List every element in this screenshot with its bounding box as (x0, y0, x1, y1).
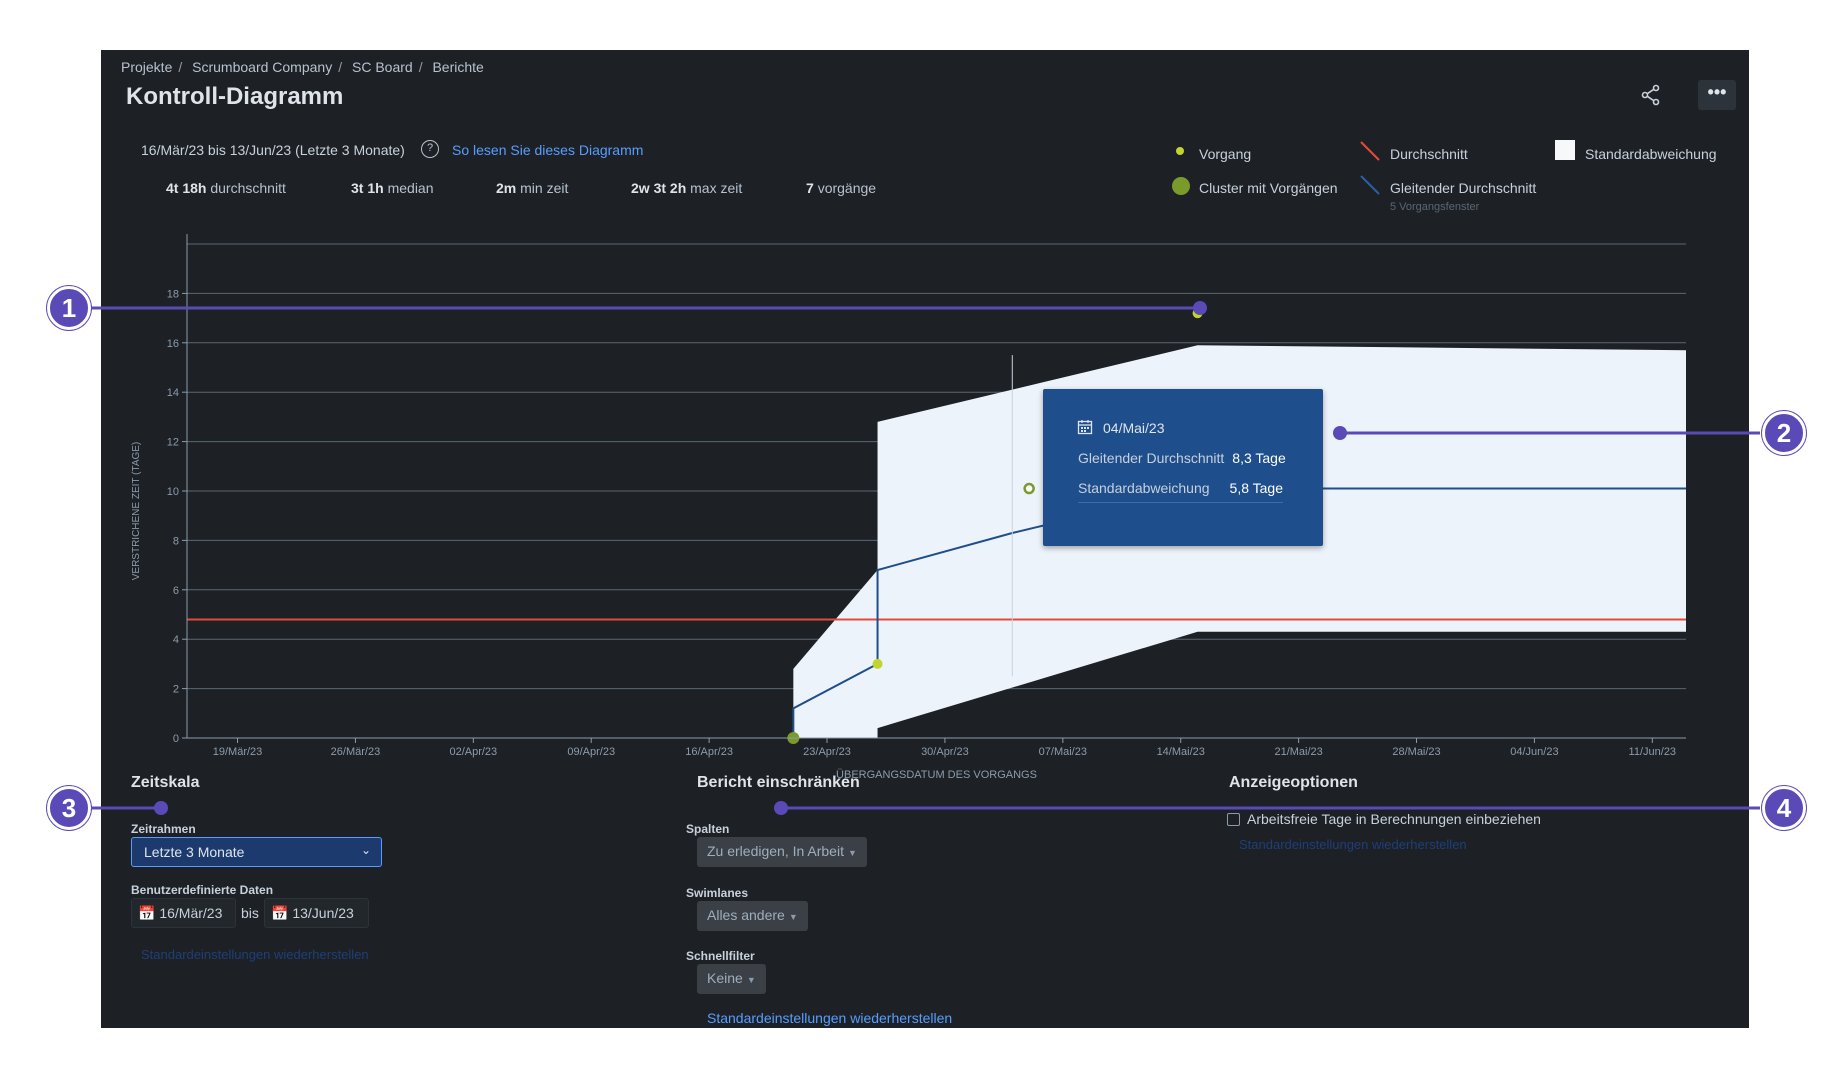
y-tick-label: 12 (167, 437, 179, 449)
page-title: Kontroll-Diagramm (126, 83, 344, 110)
x-tick-label: 09/Apr/23 (567, 746, 615, 758)
legend-rolling-icon (1360, 175, 1380, 195)
question-circle-icon[interactable]: ? (421, 140, 439, 158)
schnellfilter-dropdown[interactable]: Keine ▼ (697, 964, 766, 994)
chevron-down-icon: ▼ (746, 975, 756, 985)
breadcrumb: Projekte / Scrumboard Company / SC Board / … (121, 59, 484, 75)
custom-dates-label: Benutzerdefinierte Daten (131, 883, 274, 897)
nonworking-days-label[interactable]: Arbeitsfreie Tage in Berechnungen einbez… (1247, 811, 1541, 827)
x-tick-label: 07/Mai/23 (1039, 746, 1087, 758)
chart-tooltip: 04/Mai/23 Gleitender Durchschnitt 8,3 Tag… (1043, 389, 1323, 546)
zeitrahmen-label: Zeitrahmen (131, 822, 196, 836)
schnellfilter-label: Schnellfilter (686, 949, 755, 963)
stat-median: 3t 1h median (351, 180, 434, 196)
callout-badge-4: 4 (1762, 786, 1806, 830)
x-tick-label: 23/Apr/23 (803, 746, 851, 758)
stat-max: 2w 3t 2h max zeit (631, 180, 743, 196)
x-axis-label: ÜBERGANGSDATUM DES VORGANGS (836, 769, 1037, 781)
spalten-dropdown[interactable]: Zu erledigen, In Arbeit ▼ (697, 837, 867, 867)
legend-cluster-icon (1172, 177, 1190, 195)
x-tick-label: 11/Jun/23 (1629, 746, 1677, 758)
legend-issue-icon (1176, 147, 1184, 155)
swimlanes-label: Swimlanes (686, 886, 749, 900)
calendar-icon: 📅 (271, 905, 289, 921)
y-tick-label: 6 (173, 585, 179, 597)
chevron-down-icon: ▼ (847, 848, 857, 858)
stat-min: 2m min zeit (496, 180, 569, 196)
to-date-field[interactable]: 📅 13/Jun/23 (264, 898, 369, 928)
callout-badge-1: 1 (47, 286, 91, 330)
x-tick-label: 19/Mär/23 (213, 746, 263, 758)
breadcrumb-board[interactable]: SC Board (351, 59, 413, 75)
zeitskala-restore-link[interactable]: Standardeinstellungen wiederherstellen (141, 947, 369, 962)
legend-average-icon (1360, 141, 1380, 161)
legend-cluster[interactable]: Cluster mit Vorgängen (1199, 180, 1338, 196)
calendar-icon (1077, 419, 1093, 440)
nonworking-days-checkbox[interactable] (1227, 813, 1240, 826)
control-chart-page: 0 2 4 6 8 10 12 14 16 18 19/Mär/23 26/Mär/23 02/Apr/… (101, 50, 1749, 1028)
callout-badge-2: 2 (1762, 411, 1806, 455)
x-tick-label: 30/Apr/23 (921, 746, 969, 758)
share-icon[interactable] (1639, 83, 1663, 107)
bis-label: bis (241, 905, 259, 921)
y-tick-label: 8 (173, 535, 179, 547)
legend-gleitender-sub: 5 Vorgangsfenster (1390, 201, 1480, 213)
zeitskala-title: Zeitskala (131, 774, 200, 791)
y-tick-label: 2 (173, 684, 179, 696)
anzeige-title: Anzeigeoptionen (1229, 774, 1358, 791)
tooltip-std-row: Standardabweichung 5,8 Tage (1078, 480, 1284, 503)
legend-durchschnitt[interactable]: Durchschnitt (1390, 146, 1468, 162)
legend-vorgang[interactable]: Vorgang (1199, 146, 1252, 162)
y-tick-label: 4 (173, 634, 179, 646)
x-tick-label: 02/Apr/23 (449, 746, 497, 758)
tooltip-rolling-row: Gleitender Durchschnitt 8,3 Tage (1078, 450, 1286, 466)
x-tick-label: 14/Mai/23 (1157, 746, 1205, 758)
chevron-down-icon: ▼ (788, 912, 798, 922)
stat-count: 7 vorgänge (806, 180, 877, 196)
y-tick-label: 14 (167, 387, 179, 399)
anzeige-restore-link[interactable]: Standardeinstellungen wiederherstellen (1239, 837, 1467, 852)
y-tick-label: 16 (167, 338, 179, 350)
spalten-label: Spalten (686, 822, 730, 836)
more-actions-button[interactable]: ••• (1698, 80, 1736, 110)
y-axis-label: VERSTRICHENE ZEIT (TAGE) (131, 442, 142, 581)
x-tick-label: 04/Jun/23 (1510, 746, 1558, 758)
y-tick-label: 10 (167, 486, 179, 498)
x-tick-label: 28/Mai/23 (1392, 746, 1440, 758)
zeitrahmen-select[interactable]: Letzte 3 Monate ⌄ (131, 837, 382, 867)
breadcrumb-berichte[interactable]: Berichte (432, 59, 484, 75)
breadcrumb-projekte[interactable]: Projekte (121, 59, 173, 75)
legend-stdabw-icon (1555, 140, 1575, 160)
issue-point (1023, 482, 1035, 495)
swimlanes-dropdown[interactable]: Alles andere ▼ (697, 901, 808, 931)
bericht-title: Bericht einschränken (697, 774, 860, 791)
y-tick-label: 18 (167, 288, 179, 300)
chevron-down-icon: ⌄ (360, 843, 371, 857)
calendar-icon: 📅 (138, 905, 156, 921)
legend-gleitender[interactable]: Gleitender Durchschnitt (1390, 180, 1537, 196)
x-tick-label: 16/Apr/23 (685, 746, 733, 758)
tooltip-date: 04/Mai/23 (1103, 420, 1165, 436)
y-tick-label: 0 (173, 733, 179, 745)
how-to-read-link[interactable]: So lesen Sie dieses Diagramm (452, 142, 644, 158)
callout-badge-3: 3 (47, 786, 91, 830)
x-tick-label: 26/Mär/23 (331, 746, 381, 758)
stat-average: 4t 18h durchschnitt (166, 180, 286, 196)
legend-stdabw[interactable]: Standardabweichung (1585, 146, 1717, 162)
date-range-text: 16/Mär/23 bis 13/Jun/23 (Letzte 3 Monate… (141, 142, 405, 158)
breadcrumb-company[interactable]: Scrumboard Company (192, 59, 333, 75)
issue-point (872, 658, 883, 669)
bericht-restore-link[interactable]: Standardeinstellungen wiederherstellen (707, 1010, 953, 1026)
from-date-field[interactable]: 📅 16/Mär/23 (131, 898, 236, 928)
x-tick-label: 21/Mai/23 (1274, 746, 1322, 758)
